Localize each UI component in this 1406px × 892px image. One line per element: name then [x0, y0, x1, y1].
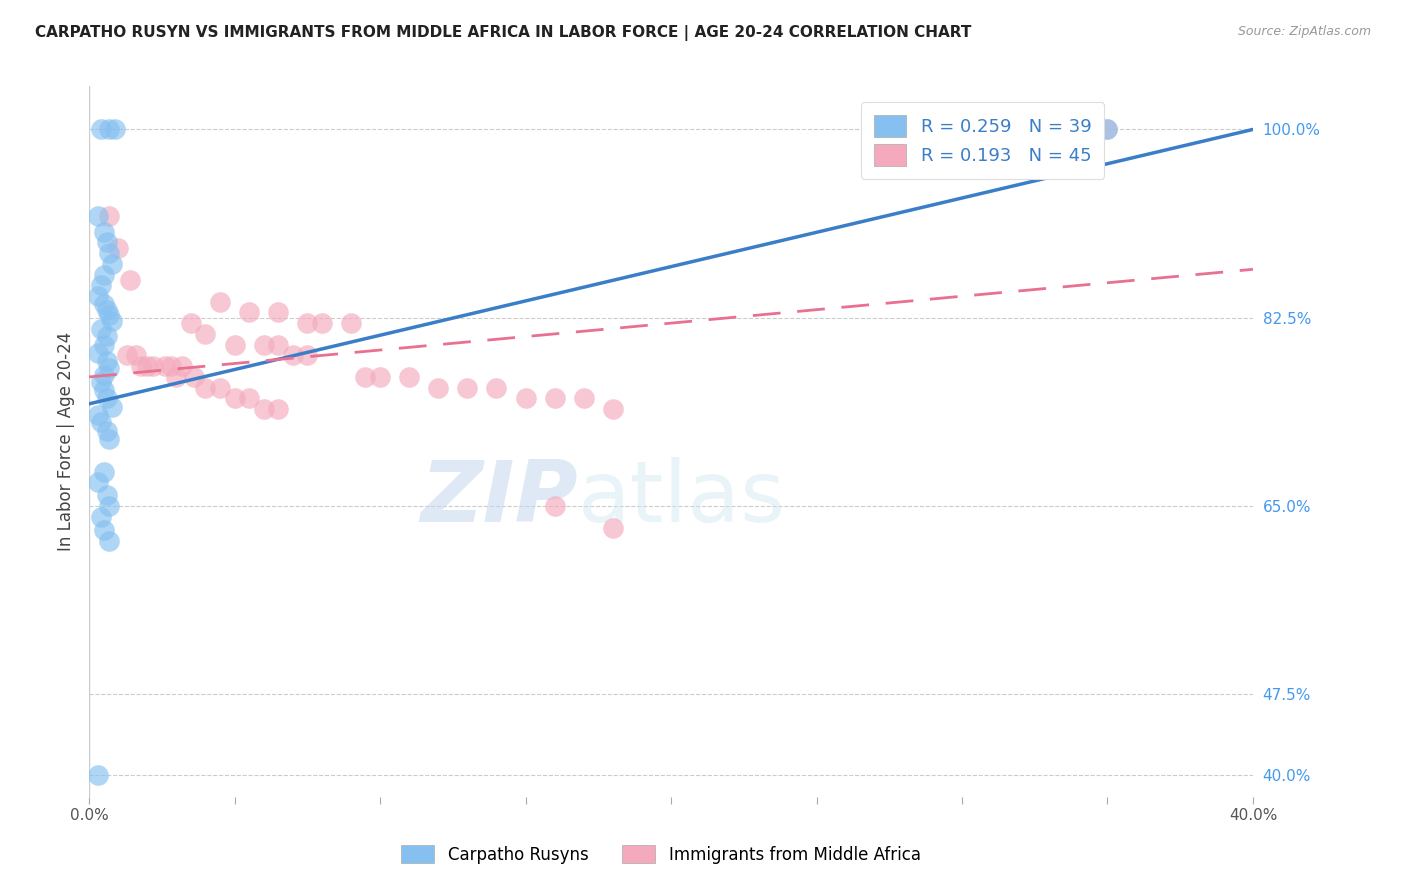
Point	[115, 348, 138, 362]
Point	[172, 359, 194, 374]
Point	[93, 268, 115, 282]
Point	[90, 509, 112, 524]
Point	[101, 257, 124, 271]
Point	[165, 370, 187, 384]
Point	[90, 376, 112, 390]
Point	[543, 392, 565, 406]
Point	[208, 381, 231, 395]
Legend: R = 0.259   N = 39, R = 0.193   N = 45: R = 0.259 N = 39, R = 0.193 N = 45	[862, 103, 1104, 179]
Point	[1097, 122, 1119, 136]
Point	[456, 381, 478, 395]
Text: Source: ZipAtlas.com: Source: ZipAtlas.com	[1237, 25, 1371, 38]
Point	[96, 329, 118, 343]
Point	[96, 303, 118, 318]
Point	[267, 402, 290, 417]
Point	[93, 523, 115, 537]
Point	[93, 297, 115, 311]
Point	[180, 316, 202, 330]
Point	[101, 400, 124, 414]
Point	[602, 402, 624, 417]
Point	[572, 392, 595, 406]
Point	[87, 209, 110, 223]
Text: CARPATHO RUSYN VS IMMIGRANTS FROM MIDDLE AFRICA IN LABOR FORCE | AGE 20-24 CORRE: CARPATHO RUSYN VS IMMIGRANTS FROM MIDDLE…	[35, 25, 972, 41]
Point	[96, 353, 118, 368]
Point	[224, 337, 246, 351]
Point	[153, 359, 176, 374]
Point	[98, 122, 121, 136]
Point	[602, 520, 624, 534]
Point	[90, 415, 112, 429]
Point	[1097, 122, 1119, 136]
Point	[297, 316, 319, 330]
Point	[238, 392, 260, 406]
Point	[90, 321, 112, 335]
Point	[96, 235, 118, 250]
Point	[87, 408, 110, 422]
Point	[427, 381, 450, 395]
Point	[124, 348, 146, 362]
Point	[224, 392, 246, 406]
Point	[543, 499, 565, 513]
Point	[98, 361, 121, 376]
Point	[340, 316, 363, 330]
Point	[267, 337, 290, 351]
Point	[98, 246, 121, 260]
Point	[485, 381, 508, 395]
Point	[281, 348, 304, 362]
Point	[194, 381, 217, 395]
Text: ZIP: ZIP	[420, 457, 578, 540]
Point	[87, 289, 110, 303]
Point	[98, 533, 121, 548]
Point	[96, 488, 118, 502]
Point	[90, 278, 112, 293]
Point	[142, 359, 165, 374]
Point	[87, 475, 110, 490]
Point	[104, 122, 127, 136]
Point	[183, 370, 205, 384]
Point	[267, 305, 290, 319]
Point	[93, 225, 115, 239]
Point	[368, 370, 391, 384]
Point	[208, 294, 231, 309]
Point	[253, 337, 276, 351]
Point	[90, 122, 112, 136]
Point	[101, 314, 124, 328]
Point	[93, 383, 115, 397]
Y-axis label: In Labor Force | Age 20-24: In Labor Force | Age 20-24	[58, 332, 75, 551]
Point	[118, 273, 141, 287]
Point	[96, 392, 118, 406]
Point	[194, 326, 217, 341]
Point	[98, 209, 121, 223]
Point	[98, 499, 121, 513]
Point	[93, 337, 115, 351]
Point	[159, 359, 181, 374]
Point	[297, 348, 319, 362]
Point	[311, 316, 333, 330]
Point	[87, 346, 110, 360]
Point	[253, 402, 276, 417]
Point	[136, 359, 159, 374]
Point	[107, 241, 129, 255]
Point	[131, 359, 153, 374]
Point	[98, 433, 121, 447]
Point	[398, 370, 420, 384]
Point	[354, 370, 377, 384]
Point	[238, 305, 260, 319]
Point	[93, 368, 115, 382]
Point	[515, 392, 537, 406]
Point	[87, 768, 110, 782]
Text: atlas: atlas	[578, 457, 786, 540]
Point	[96, 424, 118, 438]
Legend: Carpatho Rusyns, Immigrants from Middle Africa: Carpatho Rusyns, Immigrants from Middle …	[395, 838, 927, 871]
Point	[98, 308, 121, 322]
Point	[93, 465, 115, 479]
